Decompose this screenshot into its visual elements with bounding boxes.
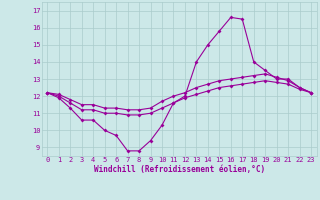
X-axis label: Windchill (Refroidissement éolien,°C): Windchill (Refroidissement éolien,°C): [94, 165, 265, 174]
